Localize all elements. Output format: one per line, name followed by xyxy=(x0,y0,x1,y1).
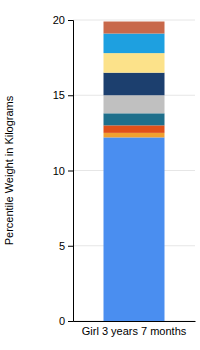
y-tick: 20 xyxy=(53,14,73,26)
bar-segment xyxy=(104,73,165,96)
y-tick-label: 10 xyxy=(53,165,65,177)
plot-area: 0 5 10 15 20 Girl 3 years 7 months xyxy=(53,14,196,337)
y-tick-mark xyxy=(68,20,73,21)
bar-segment xyxy=(104,22,165,34)
bar-segment xyxy=(104,137,165,321)
y-tick-mark xyxy=(68,171,73,172)
y-axis-line xyxy=(68,21,74,322)
y-tick-mark xyxy=(68,321,73,322)
bar-segment xyxy=(104,95,165,113)
x-tick: Girl 3 years 7 months xyxy=(82,321,187,337)
y-axis: 0 5 10 15 20 xyxy=(53,14,74,327)
y-tick-label: 5 xyxy=(59,240,65,252)
bar-segment xyxy=(104,53,165,73)
x-axis-line xyxy=(74,321,196,322)
y-tick-label: 15 xyxy=(53,89,65,101)
y-tick-mark xyxy=(68,246,73,247)
y-tick: 5 xyxy=(59,240,73,252)
y-tick: 15 xyxy=(53,89,73,101)
grid xyxy=(73,20,195,321)
y-tick: 0 xyxy=(59,315,73,327)
bar-segment xyxy=(104,113,165,125)
grid-line xyxy=(73,20,195,21)
bars xyxy=(104,22,165,321)
chart: 0 5 10 15 20 Girl 3 years 7 months Percentile … xyxy=(0,0,200,350)
x-axis: Girl 3 years 7 months xyxy=(74,321,196,337)
y-tick-label: 0 xyxy=(59,315,65,327)
x-tick-label: Girl 3 years 7 months xyxy=(82,325,187,337)
bar-segment xyxy=(104,133,165,138)
bar-segment xyxy=(104,125,165,133)
bar-segment xyxy=(104,34,165,54)
y-tick-mark xyxy=(68,95,73,96)
y-tick-label: 20 xyxy=(53,14,65,26)
y-axis-title: Percentile Weight in Kilograms xyxy=(3,95,15,245)
y-tick: 10 xyxy=(53,165,73,177)
